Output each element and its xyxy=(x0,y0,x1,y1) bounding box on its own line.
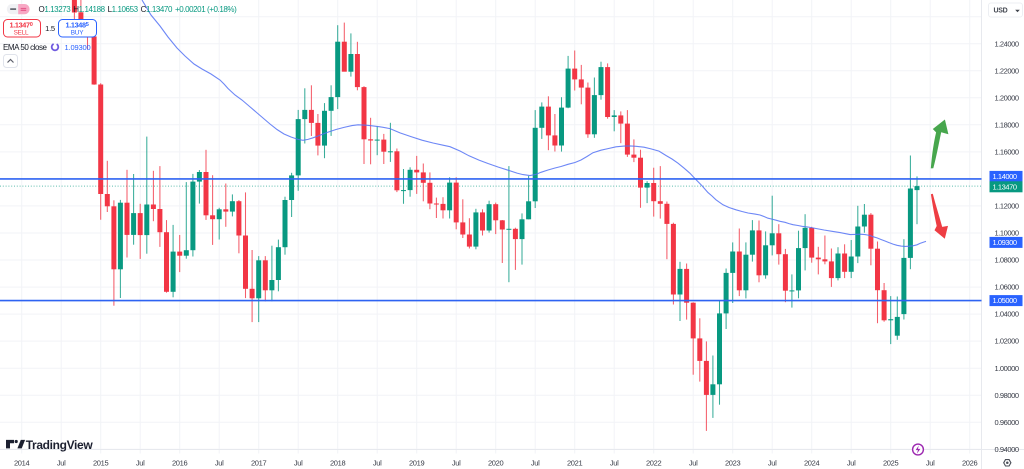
svg-text:Jul: Jul xyxy=(294,459,303,468)
svg-text:SELL: SELL xyxy=(14,30,29,37)
svg-text:0.98000: 0.98000 xyxy=(995,391,1019,400)
svg-text:Jul: Jul xyxy=(215,459,224,468)
svg-text:2022: 2022 xyxy=(646,459,662,468)
svg-text:Jul: Jul xyxy=(926,459,935,468)
svg-text:1.02000: 1.02000 xyxy=(995,337,1019,346)
svg-text:TradingView: TradingView xyxy=(26,438,94,452)
svg-text:1.05000: 1.05000 xyxy=(993,296,1017,305)
svg-text:2024: 2024 xyxy=(804,459,820,468)
svg-text:1.20000: 1.20000 xyxy=(995,93,1019,102)
svg-text:1.13470: 1.13470 xyxy=(10,21,33,30)
svg-text:2025: 2025 xyxy=(883,459,899,468)
svg-text:Jul: Jul xyxy=(452,459,461,468)
svg-text:2015: 2015 xyxy=(93,459,109,468)
svg-text:2017: 2017 xyxy=(251,459,267,468)
svg-text:Jul: Jul xyxy=(136,459,145,468)
svg-text:EMA 50 close: EMA 50 close xyxy=(3,43,48,52)
svg-text:1.16000: 1.16000 xyxy=(995,148,1019,157)
svg-text:2026: 2026 xyxy=(962,459,978,468)
svg-text:2021: 2021 xyxy=(567,459,583,468)
svg-text:2020: 2020 xyxy=(488,459,504,468)
svg-text:1.09300: 1.09300 xyxy=(65,43,91,52)
svg-text:Jul: Jul xyxy=(610,459,619,468)
svg-text:2018: 2018 xyxy=(330,459,346,468)
svg-text:1.10000: 1.10000 xyxy=(995,229,1019,238)
svg-text:Jul: Jul xyxy=(847,459,856,468)
svg-text:Jul: Jul xyxy=(689,459,698,468)
svg-text:1.12000: 1.12000 xyxy=(995,202,1019,211)
svg-text:BUY: BUY xyxy=(71,30,84,37)
svg-text:Jul: Jul xyxy=(768,459,777,468)
svg-text:Jul: Jul xyxy=(57,459,66,468)
svg-text:1.5: 1.5 xyxy=(45,24,55,33)
svg-text:2014: 2014 xyxy=(14,459,30,468)
svg-text:1.14000: 1.14000 xyxy=(993,172,1017,181)
svg-text:2019: 2019 xyxy=(409,459,425,468)
svg-text:0.94000: 0.94000 xyxy=(995,445,1019,454)
svg-text:1.04000: 1.04000 xyxy=(995,310,1019,319)
svg-text:1.08000: 1.08000 xyxy=(995,256,1019,265)
svg-text:0.96000: 0.96000 xyxy=(995,418,1019,427)
svg-text:1.22000: 1.22000 xyxy=(995,66,1019,75)
svg-text:1.00000: 1.00000 xyxy=(995,364,1019,373)
svg-text:1.09300: 1.09300 xyxy=(993,238,1017,247)
svg-text:1.13470: 1.13470 xyxy=(993,182,1017,191)
svg-text:1.18000: 1.18000 xyxy=(995,120,1019,129)
svg-text:Jul: Jul xyxy=(373,459,382,468)
svg-text:2016: 2016 xyxy=(172,459,188,468)
svg-text:1.24000: 1.24000 xyxy=(995,39,1019,48)
svg-text:2023: 2023 xyxy=(725,459,741,468)
svg-text:Jul: Jul xyxy=(531,459,540,468)
svg-text:1.06000: 1.06000 xyxy=(995,283,1019,292)
svg-text:USD: USD xyxy=(994,8,1008,15)
svg-text:1.13485: 1.13485 xyxy=(66,21,89,30)
